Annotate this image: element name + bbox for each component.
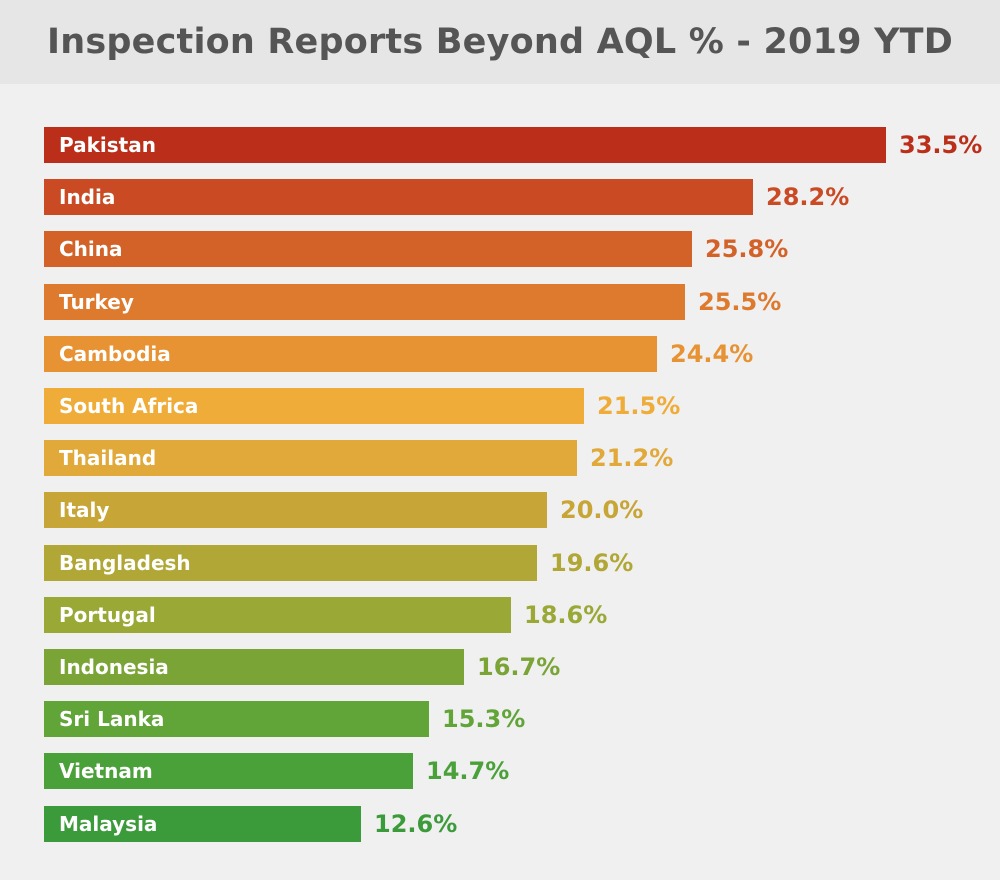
value-label: 16.7% [477, 653, 561, 681]
value-label: 19.6% [550, 549, 634, 577]
bar [44, 284, 685, 320]
category-label: Vietnam [59, 759, 153, 783]
category-label: Bangladesh [59, 551, 191, 575]
category-label: Sri Lanka [59, 707, 165, 731]
category-label: Cambodia [59, 342, 171, 366]
bar [44, 701, 429, 737]
category-label: India [59, 185, 116, 209]
bar [44, 231, 692, 267]
bar [44, 492, 547, 528]
value-label: 24.4% [670, 340, 754, 368]
category-label: Thailand [59, 446, 157, 470]
value-label: 12.6% [374, 810, 458, 838]
bar [44, 649, 464, 685]
value-label: 28.2% [766, 183, 850, 211]
bar [44, 336, 657, 372]
category-label: South Africa [59, 394, 199, 418]
category-label: Malaysia [59, 812, 158, 836]
value-label: 25.8% [705, 235, 789, 263]
value-label: 33.5% [899, 131, 983, 159]
value-label: 14.7% [426, 757, 510, 785]
value-label: 15.3% [442, 705, 526, 733]
value-label: 18.6% [524, 601, 608, 629]
category-label: Pakistan [59, 133, 156, 157]
bar [44, 388, 584, 424]
bar [44, 127, 886, 163]
category-label: China [59, 237, 123, 261]
bar [44, 753, 413, 789]
bar-chart: Pakistan 33.5% India 28.2% China 25.8% Turkey 2… [0, 84, 1000, 880]
bar [44, 597, 511, 633]
bar [44, 179, 753, 215]
bar [44, 440, 577, 476]
category-label: Indonesia [59, 655, 169, 679]
category-label: Portugal [59, 603, 156, 627]
value-label: 20.0% [560, 496, 644, 524]
chart-header: Inspection Reports Beyond AQL % - 2019 Y… [0, 0, 1000, 84]
bar [44, 545, 537, 581]
bar [44, 806, 361, 842]
value-label: 25.5% [698, 288, 782, 316]
value-label: 21.5% [597, 392, 681, 420]
chart-title: Inspection Reports Beyond AQL % - 2019 Y… [47, 22, 953, 62]
category-label: Italy [59, 498, 110, 522]
value-label: 21.2% [590, 444, 674, 472]
category-label: Turkey [59, 290, 134, 314]
